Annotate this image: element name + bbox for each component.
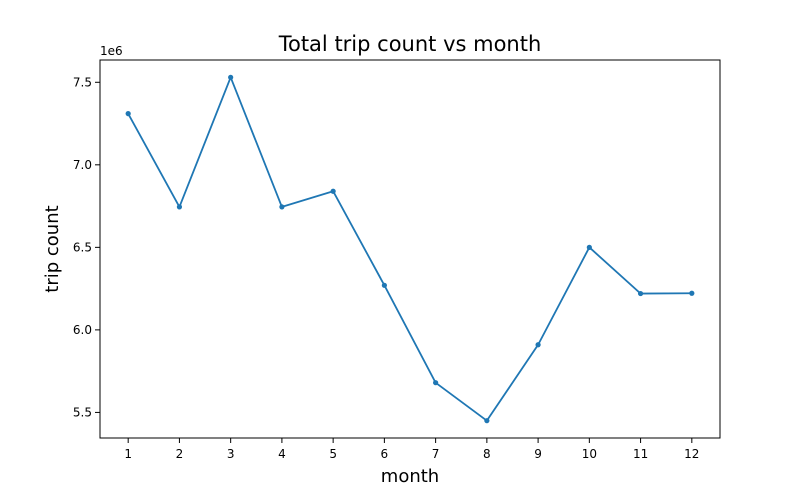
x-tick-label: 4 <box>278 447 286 461</box>
data-point-marker <box>637 290 644 297</box>
plot-frame <box>99 59 721 439</box>
data-point-marker <box>279 204 285 210</box>
y-tick-label: 6.5 <box>73 240 92 254</box>
data-point-marker <box>125 111 131 117</box>
x-axis-title: month <box>381 466 439 487</box>
y-tick-label: 6.0 <box>73 323 92 337</box>
data-point-marker <box>484 418 490 424</box>
y-tick-label: 7.5 <box>73 75 92 89</box>
data-point-marker <box>330 188 336 194</box>
x-tick-label: 7 <box>432 447 440 461</box>
x-tick-label: 9 <box>534 447 542 461</box>
x-tick-label: 12 <box>684 447 699 461</box>
x-tick-label: 11 <box>633 447 648 461</box>
data-point-marker <box>535 342 541 348</box>
data-point-marker <box>228 74 234 80</box>
x-tick-label: 6 <box>381 447 389 461</box>
data-point-marker <box>381 282 387 288</box>
axes-layer: 1 2 3 4 5 6 7 8 9 10 11 125.56.06.57.07.5 <box>73 75 700 461</box>
x-tick-label: 3 <box>227 447 235 461</box>
series-line <box>127 76 692 422</box>
data-point-marker <box>433 380 439 386</box>
x-tick-label: 8 <box>483 447 491 461</box>
y-tick-label: 5.5 <box>73 405 92 419</box>
y-axis-offset-label: 1e6 <box>100 44 123 58</box>
x-tick-label: 1 <box>124 447 132 461</box>
data-point-marker <box>586 244 592 250</box>
data-point-marker <box>689 290 695 296</box>
x-tick-label: 10 <box>582 447 597 461</box>
x-tick-label: 2 <box>176 447 184 461</box>
x-tick-label: 5 <box>329 447 337 461</box>
data-point-marker <box>176 204 183 210</box>
chart-title: Total trip count vs month <box>278 32 542 56</box>
y-axis-title: trip count <box>42 205 63 292</box>
y-tick-label: 7.0 <box>73 158 92 172</box>
series-layer <box>125 74 695 424</box>
